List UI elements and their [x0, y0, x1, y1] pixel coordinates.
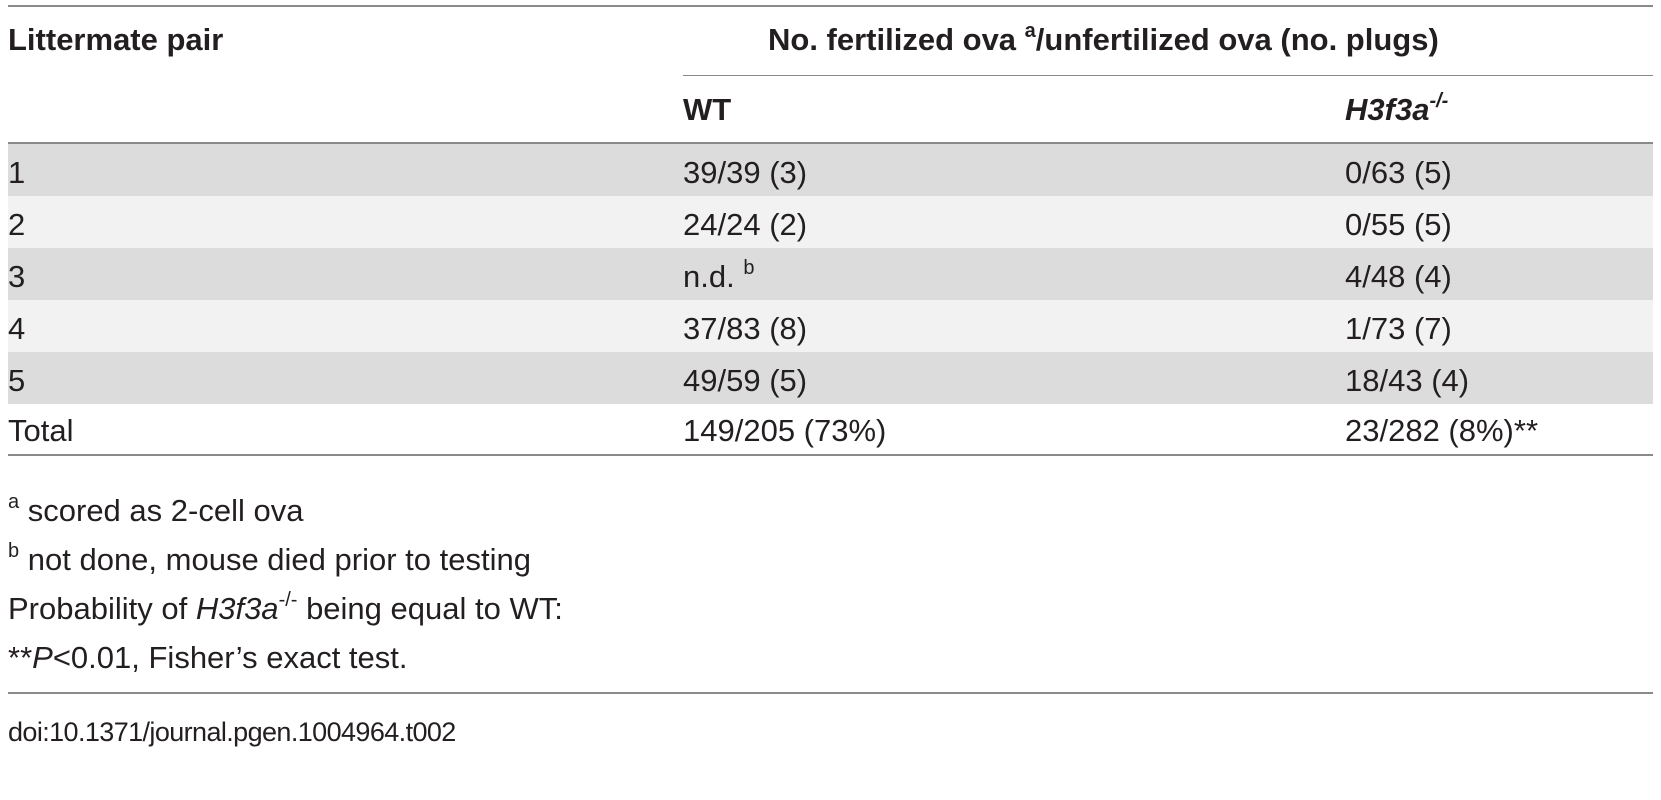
- table-row-1-pair: 1: [8, 155, 26, 190]
- table-row-5-mut: 18/43 (4): [1345, 363, 1470, 398]
- table-row-1-wt: 39/39 (3): [683, 155, 808, 190]
- header-spanner: No. fertilized ova a/unfertilized ova (n…: [768, 20, 1439, 60]
- header-h3f3a-gene: H3f3a: [1345, 92, 1430, 127]
- table-row-2-pair: 2: [8, 207, 26, 242]
- top-rule: [8, 5, 1653, 7]
- header-littermate-pair: Littermate pair: [8, 22, 224, 57]
- table-total-mut: 23/282 (8%)**: [1345, 413, 1539, 448]
- header-spanner-sup: a: [1024, 20, 1036, 42]
- footnote-probability: Probability of H3f3a-/- being equal to W…: [8, 589, 563, 629]
- footnote-sig-stars: **: [8, 640, 33, 675]
- table-row-3-wt: n.d. b: [683, 257, 754, 297]
- table-row-5-pair: 5: [8, 363, 26, 398]
- bottom-table-rule: [8, 454, 1653, 456]
- table-row-4-wt: 37/83 (8): [683, 311, 808, 346]
- spanner-rule: [683, 75, 1653, 76]
- footnote-prob-post: being equal to WT:: [297, 591, 563, 626]
- header-h3f3a-sup: -/-: [1429, 90, 1449, 112]
- table-row-1-mut: 0/63 (5): [1345, 155, 1452, 190]
- table-total-wt: 149/205 (73%): [683, 413, 887, 448]
- row-band-2: [8, 196, 1653, 248]
- header-h3f3a: H3f3a-/-: [1345, 90, 1448, 130]
- footer-rule: [8, 692, 1653, 694]
- footnote-b-mark: b: [8, 540, 20, 562]
- row-band-3: [8, 248, 1653, 300]
- header-wt: WT: [683, 92, 732, 127]
- row-band-4: [8, 300, 1653, 352]
- table-row-2-mut: 0/55 (5): [1345, 207, 1452, 242]
- table-row-4-mut: 1/73 (7): [1345, 311, 1452, 346]
- footnote-b: b not done, mouse died prior to testing: [8, 540, 531, 580]
- table-row-4-pair: 4: [8, 311, 26, 346]
- footnote-prob-sup: -/-: [278, 589, 298, 611]
- table-row-3-wt-sup: b: [743, 257, 755, 279]
- footnote-a-text: scored as 2-cell ova: [27, 493, 304, 528]
- table-row-2-wt: 24/24 (2): [683, 207, 808, 242]
- footnote-sig-p: P: [32, 640, 53, 675]
- doi-text: doi:10.1371/journal.pgen.1004964.t002: [8, 717, 456, 747]
- row-band-5: [8, 352, 1653, 404]
- table-row-3-pair: 3: [8, 259, 26, 294]
- footnote-prob-gene: H3f3a: [195, 591, 279, 626]
- footnote-sig-rest: <0.01, Fisher’s exact test.: [52, 640, 408, 675]
- table-row-3-mut: 4/48 (4): [1345, 259, 1452, 294]
- table-total-label: Total: [8, 413, 74, 448]
- table-row-5-wt: 49/59 (5): [683, 363, 808, 398]
- table-row-3-wt-value: n.d.: [683, 259, 735, 294]
- footnote-a-mark: a: [8, 491, 20, 513]
- header-spanner-main: No. fertilized ova: [768, 22, 1017, 57]
- footnote-a: a scored as 2-cell ova: [8, 491, 303, 531]
- footnote-significance: **P<0.01, Fisher’s exact test.: [8, 638, 408, 678]
- header-spanner-rest: /unfertilized ova (no. plugs): [1035, 22, 1439, 57]
- footnote-b-text: not done, mouse died prior to testing: [27, 542, 531, 577]
- header-rule: [8, 142, 1653, 144]
- footnote-prob-pre: Probability of: [8, 591, 196, 626]
- row-band-1: [8, 144, 1653, 196]
